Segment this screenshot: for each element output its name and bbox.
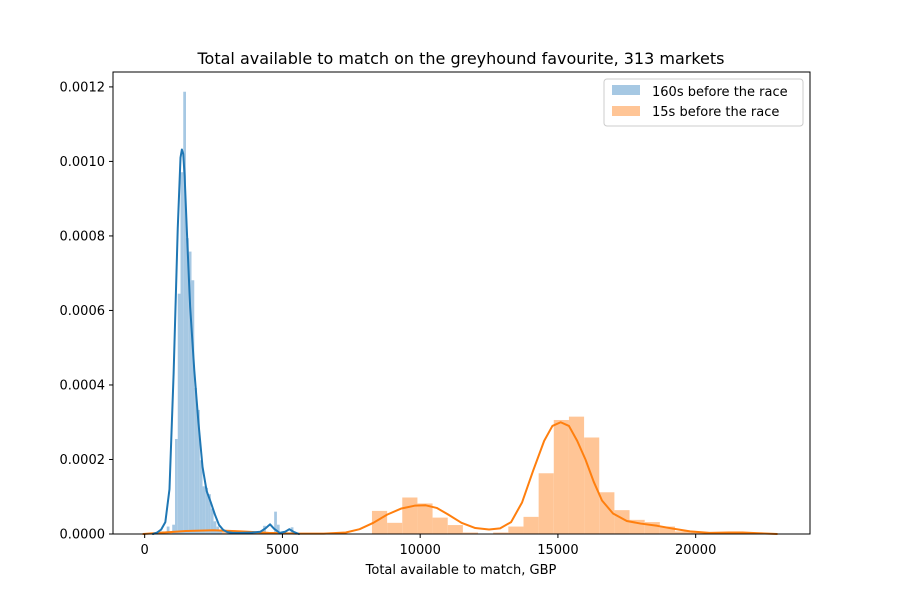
bar-160s-9 bbox=[191, 280, 195, 534]
bar-15s-15 bbox=[508, 526, 524, 534]
legend: 160s before the race 15s before the race bbox=[603, 78, 804, 127]
y-tick-label-2: 0.0004 bbox=[60, 378, 106, 393]
x-axis: 0 5000 10000 15000 20000 bbox=[141, 534, 716, 558]
bar-160s-1 bbox=[166, 526, 170, 534]
bar-15s-13 bbox=[462, 532, 479, 534]
bar-160s-8 bbox=[188, 251, 192, 534]
bar-15s-9 bbox=[402, 497, 418, 534]
legend-label-15s: 15s before the race bbox=[652, 105, 779, 120]
bar-160s-21 bbox=[274, 511, 277, 534]
legend-swatch-160s bbox=[612, 85, 640, 95]
bar-160s-5 bbox=[180, 172, 184, 534]
legend-label-160s: 160s before the race bbox=[652, 85, 788, 100]
bar-15s-11 bbox=[432, 517, 448, 534]
chart-title: Total available to match on the greyhoun… bbox=[197, 49, 725, 68]
bar-160s-6 bbox=[183, 91, 186, 534]
bar-160s-14 bbox=[205, 487, 209, 534]
bar-160s-13 bbox=[202, 486, 206, 534]
bar-15s-22 bbox=[614, 510, 630, 534]
bar-160s-10 bbox=[194, 387, 198, 534]
bar-15s-27 bbox=[690, 532, 706, 534]
bar-15s-8 bbox=[387, 522, 403, 534]
bar-160s-7 bbox=[186, 238, 189, 535]
histogram-bars bbox=[159, 91, 751, 535]
legend-box bbox=[603, 78, 804, 127]
x-tick-label-3: 15000 bbox=[537, 543, 578, 558]
x-tick-label-0: 0 bbox=[141, 543, 149, 558]
y-tick-label-0: 0.0000 bbox=[60, 528, 106, 543]
bar-15s-16 bbox=[523, 516, 539, 534]
bar-160s-22 bbox=[276, 524, 280, 534]
bar-15s-18 bbox=[553, 419, 569, 534]
bar-15s-26 bbox=[675, 531, 691, 534]
bar-15s-17 bbox=[538, 473, 554, 534]
bar-160s-16 bbox=[210, 508, 214, 534]
y-axis: 0.0000 0.0002 0.0004 0.0006 0.0008 0.0010 0.00… bbox=[60, 80, 113, 543]
kde-line-160s bbox=[151, 148, 300, 535]
bar-160s-12 bbox=[199, 460, 203, 534]
x-tick-label-4: 20000 bbox=[675, 543, 716, 558]
y-tick-label-1: 0.0002 bbox=[60, 453, 106, 468]
legend-swatch-15s bbox=[612, 106, 640, 116]
bar-160s-15 bbox=[208, 494, 211, 534]
bar-15s-10 bbox=[417, 503, 433, 534]
x-axis-label: Total available to match, GBP bbox=[365, 563, 557, 578]
bar-15s-20 bbox=[584, 437, 600, 534]
plot-frame bbox=[112, 71, 811, 535]
bar-160s-3 bbox=[174, 438, 178, 534]
bar-15s-14 bbox=[493, 532, 509, 534]
bar-15s-19 bbox=[568, 416, 585, 534]
y-tick-label-3: 0.0006 bbox=[60, 304, 106, 319]
x-tick-label-1: 5000 bbox=[266, 543, 299, 558]
bar-160s-2 bbox=[172, 524, 175, 534]
bar-160s-4 bbox=[177, 293, 181, 534]
y-tick-label-4: 0.0008 bbox=[60, 229, 106, 244]
y-tick-label-6: 0.0012 bbox=[60, 80, 106, 95]
bar-160s-19 bbox=[219, 529, 222, 534]
bar-160s-11 bbox=[197, 409, 200, 534]
x-tick-label-2: 10000 bbox=[399, 543, 440, 558]
bar-15s-24 bbox=[644, 522, 660, 534]
bar-160s-17 bbox=[213, 521, 217, 534]
y-tick-label-5: 0.0010 bbox=[60, 155, 106, 170]
bar-15s-25 bbox=[659, 526, 676, 534]
bar-15s-12 bbox=[447, 525, 463, 534]
